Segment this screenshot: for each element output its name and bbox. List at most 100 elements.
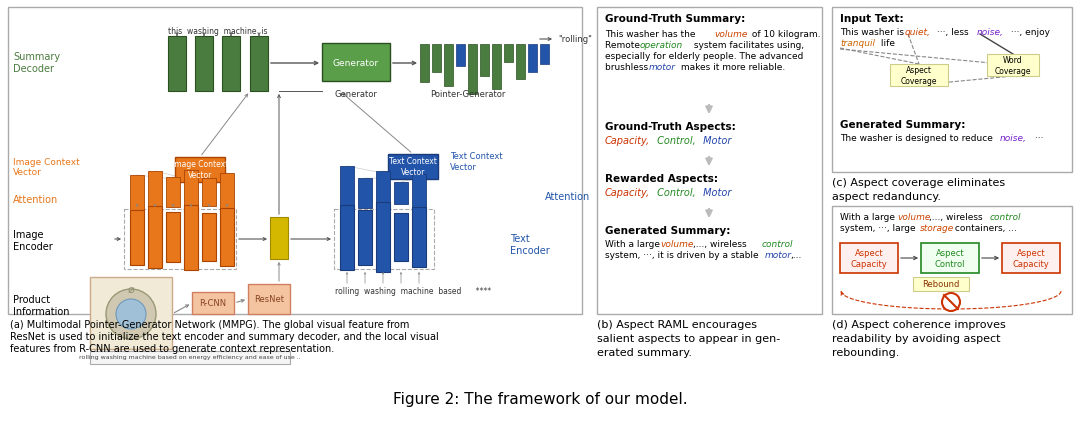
Bar: [504, 45, 513, 63]
Text: ···, enjoy: ···, enjoy: [1008, 28, 1050, 37]
Bar: [432, 45, 441, 73]
Text: storage: storage: [920, 224, 955, 233]
Bar: [411, 208, 426, 267]
Bar: [248, 284, 291, 314]
Bar: [376, 172, 390, 216]
Text: Input Text:: Input Text:: [840, 14, 904, 24]
Bar: [840, 243, 897, 273]
Bar: [202, 178, 216, 206]
Text: erated summary.: erated summary.: [597, 347, 692, 357]
Bar: [168, 37, 186, 92]
Bar: [148, 206, 162, 268]
Bar: [528, 45, 537, 73]
Bar: [222, 37, 240, 92]
Text: This washer is: This washer is: [840, 28, 907, 37]
Text: With a large: With a large: [605, 240, 663, 249]
Text: (b) Aspect RAML encourages: (b) Aspect RAML encourages: [597, 319, 757, 329]
Text: Word
Coverage: Word Coverage: [995, 56, 1031, 76]
Text: ···, less: ···, less: [934, 28, 972, 37]
Bar: [921, 243, 978, 273]
Text: ResNet is used to initialize the text encoder and summary decoder, and the local: ResNet is used to initialize the text en…: [10, 331, 438, 341]
Text: volume: volume: [660, 240, 693, 249]
Text: motor: motor: [649, 63, 676, 72]
Text: R-CNN: R-CNN: [200, 299, 227, 308]
Text: (a) Multimodal Pointer-Generator Network (MMPG). The global visual feature from: (a) Multimodal Pointer-Generator Network…: [10, 319, 409, 329]
Text: Ground-Truth Aspects:: Ground-Truth Aspects:: [605, 122, 735, 132]
Bar: [597, 8, 822, 314]
Text: of 10 kilogram.: of 10 kilogram.: [750, 30, 821, 39]
Bar: [192, 292, 234, 314]
Bar: [394, 183, 408, 205]
Text: makes it more reliable.: makes it more reliable.: [678, 63, 785, 72]
Text: Figure 2: The framework of our model.: Figure 2: The framework of our model.: [393, 391, 687, 406]
Text: ,...: ,...: [789, 250, 801, 259]
Text: Aspect
Control: Aspect Control: [935, 249, 966, 268]
Text: Attention: Attention: [545, 191, 591, 202]
Text: Image Context
Vector: Image Context Vector: [13, 158, 80, 177]
Text: This washer has the: This washer has the: [605, 30, 699, 39]
Circle shape: [106, 289, 156, 339]
Text: rolling washing machine based on energy efficiency and ease of use ..: rolling washing machine based on energy …: [79, 355, 301, 359]
Bar: [220, 174, 234, 212]
Bar: [249, 37, 268, 92]
Bar: [184, 171, 198, 215]
Bar: [334, 209, 434, 269]
Text: Image
Encoder: Image Encoder: [13, 230, 53, 251]
Text: motor: motor: [765, 250, 792, 259]
Text: Capacity,: Capacity,: [605, 187, 650, 197]
Text: ···: ···: [1032, 134, 1043, 143]
Bar: [166, 178, 180, 208]
Bar: [420, 45, 429, 83]
Text: With a large: With a large: [840, 212, 897, 221]
Bar: [184, 206, 198, 270]
Text: control: control: [762, 240, 794, 249]
Text: system, ···, it is driven by a stable: system, ···, it is driven by a stable: [605, 250, 761, 259]
Text: control: control: [990, 212, 1022, 221]
Text: ,..., wireless: ,..., wireless: [693, 240, 750, 249]
Text: operation: operation: [640, 41, 684, 50]
Bar: [148, 172, 162, 214]
Bar: [376, 203, 390, 272]
Bar: [516, 45, 525, 80]
Bar: [340, 166, 354, 221]
Bar: [540, 45, 549, 65]
Text: Aspect
Capacity: Aspect Capacity: [1013, 249, 1050, 268]
Bar: [987, 55, 1039, 77]
Text: system, ···, large: system, ···, large: [840, 224, 918, 233]
Text: Image Context
Vector: Image Context Vector: [172, 160, 228, 179]
Bar: [340, 206, 354, 270]
Text: Aspect
Coverage: Aspect Coverage: [901, 66, 937, 86]
Text: Generator: Generator: [335, 90, 377, 99]
Bar: [166, 212, 180, 262]
Circle shape: [942, 293, 960, 311]
Text: Control,: Control,: [654, 187, 696, 197]
Text: Motor: Motor: [700, 136, 731, 146]
Circle shape: [116, 299, 146, 329]
Text: Summary
Decoder: Summary Decoder: [13, 52, 60, 74]
Text: Generated Summary:: Generated Summary:: [840, 120, 966, 130]
Bar: [394, 214, 408, 261]
Text: rolling  washing  machine  based      ****: rolling washing machine based ****: [335, 286, 491, 295]
Bar: [175, 158, 225, 183]
Bar: [456, 45, 465, 67]
Bar: [492, 45, 501, 90]
Bar: [832, 8, 1072, 172]
Text: ResNet: ResNet: [254, 295, 284, 304]
Bar: [220, 209, 234, 266]
Text: tranquil: tranquil: [840, 39, 875, 48]
Text: volume: volume: [897, 212, 930, 221]
Text: Remote: Remote: [605, 41, 643, 50]
Text: "rolling": "rolling": [558, 35, 592, 44]
Text: Capacity,: Capacity,: [605, 136, 650, 146]
Bar: [480, 45, 489, 77]
Bar: [90, 351, 291, 364]
Text: aspect redanduncy.: aspect redanduncy.: [832, 191, 941, 202]
Text: Pointer-Generator: Pointer-Generator: [430, 90, 505, 99]
Text: Generated Summary:: Generated Summary:: [605, 225, 730, 236]
Bar: [124, 209, 237, 269]
Text: ⌀: ⌀: [127, 284, 134, 294]
Text: (c) Aspect coverage eliminates: (c) Aspect coverage eliminates: [832, 178, 1005, 187]
Text: readability by avoiding aspect: readability by avoiding aspect: [832, 333, 1000, 343]
Text: Text Context
Vector: Text Context Vector: [450, 152, 502, 171]
Bar: [8, 8, 582, 314]
